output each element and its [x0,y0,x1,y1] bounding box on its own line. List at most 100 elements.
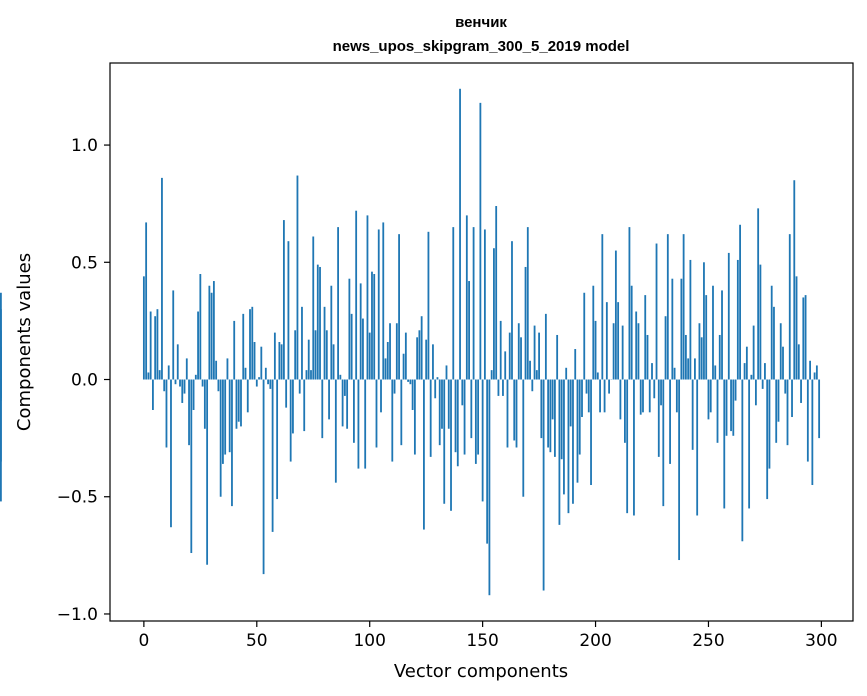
bar-133 [443,379,446,504]
bar-57 [271,379,274,532]
bar-1 [145,222,148,380]
bar-233 [669,379,671,464]
bar-62 [282,220,285,380]
bar-77 [316,264,319,380]
bars-group [0,88,821,596]
bar-18 [183,379,186,394]
bar-72 [305,370,308,380]
y-tick-label: 1.0 [71,136,98,156]
bar-246 [698,323,701,380]
bar-66 [292,379,294,434]
bar-16 [179,379,181,387]
bar-248 [703,262,705,380]
bar-37 [226,358,229,380]
bar-259 [727,252,730,380]
bar-84 [332,344,335,380]
bar-69 [298,379,301,394]
bar-137 [452,227,455,380]
bar-217 [633,379,635,516]
bar-5 [154,316,157,380]
bar-203 [601,234,604,380]
bar-146 [472,227,475,380]
bar-265 [741,379,744,542]
bar-223 [646,334,649,380]
bar-60 [278,342,281,380]
bar-231 [664,316,667,380]
bar-9 [163,379,166,392]
bar-179 [547,379,550,448]
bar-87 [339,374,342,380]
bar-95 [357,379,360,469]
bar-118 [409,379,412,385]
bar-151 [483,229,486,380]
bar-264 [739,224,741,380]
bar-126 [427,231,430,380]
bar-249 [705,295,708,380]
bar-229 [660,379,662,406]
bar-130 [436,377,439,380]
bar-115 [402,353,405,380]
bar-38 [228,379,231,453]
bar-285 [786,379,789,446]
bar-292 [802,297,805,380]
bar-99 [366,215,369,380]
bar-211 [619,379,622,420]
bar-43 [240,379,242,427]
bar-197 [587,379,590,413]
bar-64 [287,241,290,380]
bar-80 [323,306,326,380]
bar-51 [258,377,260,380]
bar-42 [237,379,240,422]
bar-79 [321,379,324,439]
y-tick-label: −0.5 [57,488,98,508]
bar-165 [515,379,518,448]
bar-172 [531,379,534,392]
bar-250 [707,379,710,420]
bar-194 [581,379,583,418]
bar-23 [194,374,197,380]
bar-199 [592,285,595,380]
bar-297 [813,372,816,380]
bar-157 [497,379,500,396]
bar-163 [511,241,513,380]
bar-61 [280,344,283,380]
bar-280 [775,379,778,443]
bar-193 [578,379,581,455]
bar-282 [779,323,782,380]
bar-235 [673,367,676,380]
bar-139 [456,379,459,467]
bar-40 [233,320,236,380]
bar-205 [605,302,608,380]
bar-20 [188,379,190,446]
bar-198 [590,379,592,486]
bar-52 [260,346,263,380]
bar-224 [648,379,651,413]
bar-13 [172,290,175,380]
bar-121 [416,337,419,380]
bar-8 [161,177,163,380]
bar-269 [750,374,753,380]
y-axis-ticks: −1.0 −0.5 0.0 0.5 1.0 [57,136,110,625]
bar-145 [470,379,473,439]
bar-187 [565,367,568,380]
bar-59 [276,379,279,500]
bar-238 [680,278,683,380]
bar-234 [671,278,674,380]
bar-164 [513,379,516,441]
bar-10 [165,379,168,448]
bar-113 [398,234,400,380]
bar-47 [249,309,251,380]
bar-256 [721,290,723,380]
bar-273 [759,264,762,380]
bar-138 [454,379,457,453]
bar-276 [766,379,769,500]
bar-174 [535,370,538,380]
bar-213 [624,379,626,443]
bar-254 [716,379,719,443]
bar-6 [156,309,159,380]
bar-253 [714,365,717,380]
bar-152 [486,379,489,544]
bar-147 [474,379,477,464]
bar-48 [251,306,254,380]
